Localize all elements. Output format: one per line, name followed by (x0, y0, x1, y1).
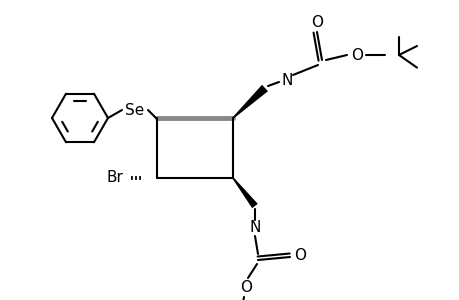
Text: O: O (293, 248, 305, 262)
Text: N: N (249, 220, 260, 236)
Text: Se: Se (125, 103, 144, 118)
Text: N: N (281, 73, 292, 88)
Polygon shape (232, 178, 257, 208)
Text: O: O (310, 14, 322, 29)
Polygon shape (232, 85, 268, 118)
Text: O: O (350, 47, 362, 62)
Text: Br: Br (106, 170, 123, 185)
Text: O: O (240, 280, 252, 296)
